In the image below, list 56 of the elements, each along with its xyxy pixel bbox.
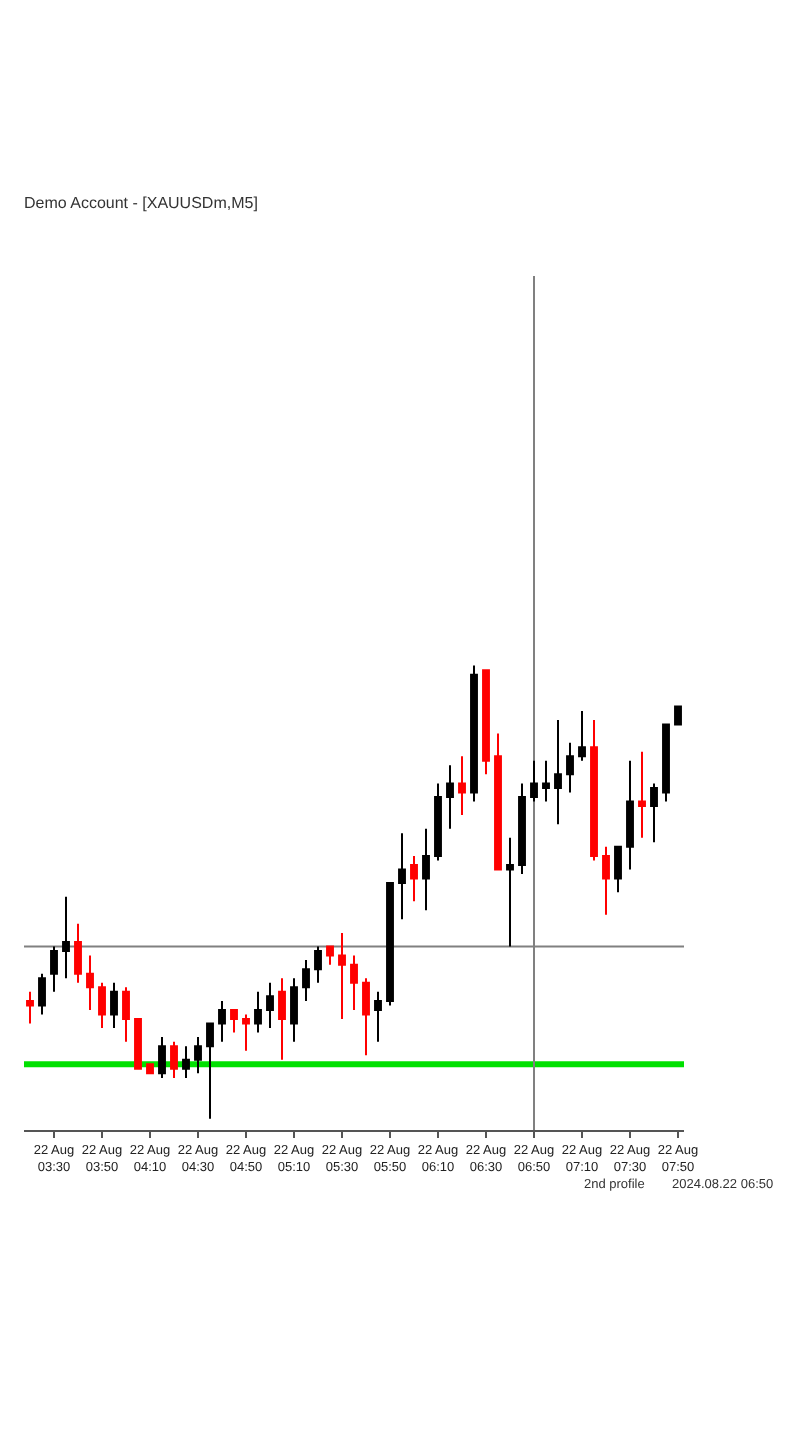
- candlestick: [650, 782, 658, 844]
- candlestick: [674, 705, 682, 726]
- candlestick: [26, 990, 34, 1025]
- candlestick: [590, 718, 598, 862]
- candlestick: [290, 977, 298, 1043]
- candlestick: [470, 664, 478, 803]
- candlestick: [434, 782, 442, 862]
- candlestick: [638, 750, 646, 839]
- candlestick: [182, 1045, 190, 1079]
- candlestick: [122, 986, 130, 1043]
- candlestick: [158, 1036, 166, 1079]
- candlestick: [614, 845, 622, 894]
- candlestick: [242, 1013, 250, 1052]
- candlestick: [422, 827, 430, 912]
- candlestick: [362, 977, 370, 1057]
- candlestick: [146, 1063, 154, 1075]
- candlestick: [578, 709, 586, 762]
- candlestick: [662, 723, 670, 803]
- candlestick: [86, 954, 94, 1011]
- candlestick: [98, 981, 106, 1030]
- candlestick: [350, 954, 358, 1011]
- candlestick: [506, 836, 514, 948]
- candlestick: [458, 755, 466, 817]
- candlestick: [50, 945, 58, 993]
- candlestick: [62, 895, 70, 980]
- candlestick: [302, 959, 310, 1002]
- candlestick: [254, 990, 262, 1034]
- candlestick: [338, 931, 346, 1020]
- candlestick: [626, 759, 634, 871]
- candlestick: [542, 759, 550, 803]
- candlestick: [410, 854, 418, 903]
- candlestick: [38, 972, 46, 1016]
- candlestick: [494, 732, 502, 871]
- candlestick: [206, 1022, 214, 1120]
- candlestick: [446, 764, 454, 830]
- candlestick: [518, 782, 526, 876]
- candlestick: [374, 990, 382, 1043]
- candlestick: [266, 981, 274, 1030]
- candlestick: [218, 999, 226, 1043]
- candlestick: [74, 922, 82, 984]
- candlestick: [194, 1036, 202, 1075]
- candlestick: [134, 1018, 142, 1070]
- candlestick: [482, 669, 490, 776]
- candlestick: [110, 981, 118, 1030]
- candlestick: [398, 832, 406, 921]
- chart-title: Demo Account - [XAUUSDm,M5]: [24, 193, 258, 212]
- candlestick: [314, 945, 322, 984]
- candlestick: [170, 1040, 178, 1079]
- candlestick: [566, 741, 574, 794]
- candlestick: [230, 1008, 238, 1034]
- candlestick: [602, 845, 610, 916]
- candlestick: [554, 718, 562, 826]
- candlestick: [326, 945, 334, 966]
- candlestick: [278, 977, 286, 1061]
- candlestick: [530, 759, 538, 803]
- candlestick: [386, 882, 394, 1007]
